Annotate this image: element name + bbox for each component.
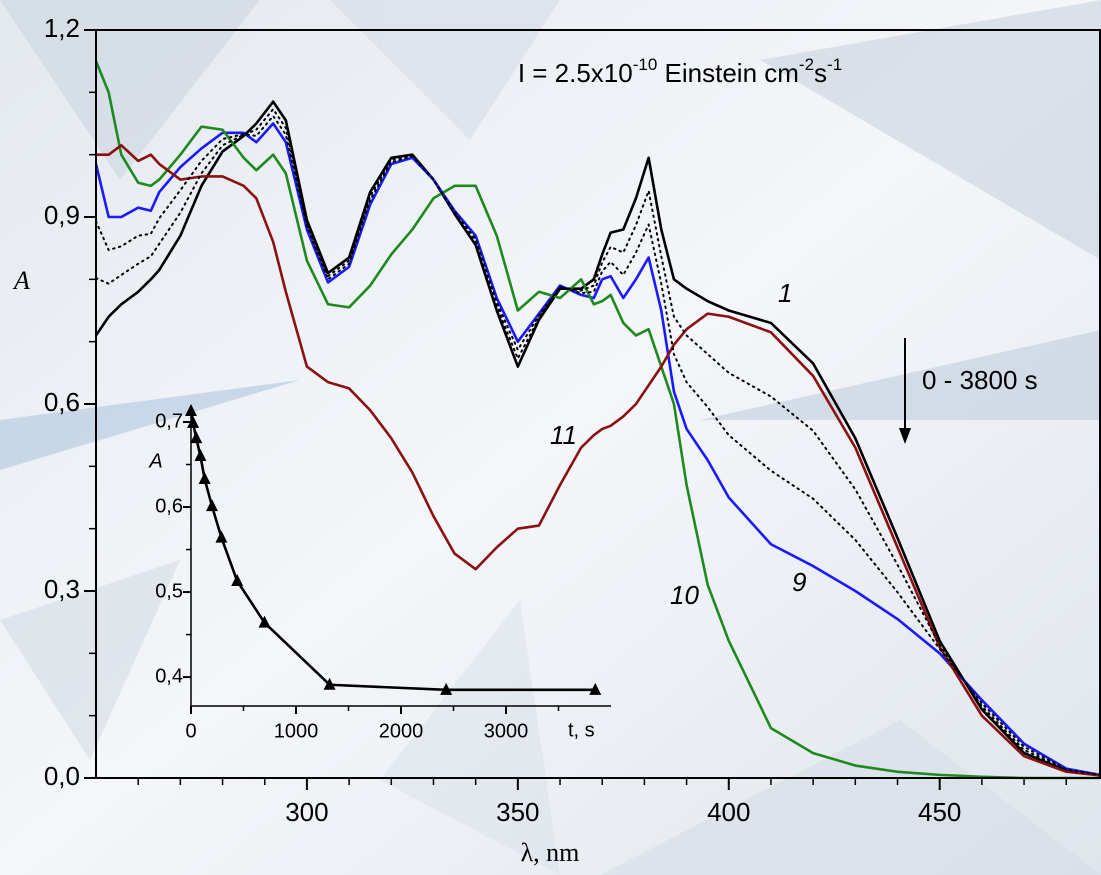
- y-tick-label: 0,6: [155, 495, 183, 517]
- line: [94, 122, 1101, 777]
- curve-label: 10: [670, 580, 699, 610]
- marker: [215, 530, 228, 543]
- x-tick-label: 0: [185, 720, 196, 742]
- y-tick-label: 0,7: [155, 410, 183, 432]
- annotation: I = 2.5x10-10 Einstein cm-2s-1: [518, 55, 842, 88]
- marker: [323, 677, 336, 690]
- y-tick-label: 1,2: [44, 13, 80, 43]
- plot-layer: 300 350 400 450 0,0 0,3 0,6 0,9 1,2 0 1000 2000 3000…: [44, 13, 1101, 827]
- annotation-part: I = 2.5x10: [518, 58, 633, 88]
- marker: [258, 615, 271, 628]
- annotation-part: -1: [827, 55, 842, 74]
- arrow-head: [899, 428, 911, 444]
- line: [94, 100, 1101, 777]
- inset-y-axis-label: A: [148, 450, 162, 472]
- y-tick-label: 0,0: [44, 761, 80, 791]
- marker: [185, 403, 197, 416]
- curve-label: 11: [550, 420, 577, 450]
- marker: [198, 471, 211, 484]
- x-tick-label: 300: [285, 797, 328, 827]
- arrow-label: 0 - 3800 s: [922, 365, 1038, 395]
- x-tick-label: 450: [918, 797, 961, 827]
- line: [94, 60, 1100, 780]
- annotation-part: -10: [633, 55, 658, 74]
- y-tick-label: 0,9: [44, 200, 80, 230]
- x-tick-label: 3000: [484, 720, 529, 742]
- annotation-part: -2: [799, 55, 814, 74]
- y-tick-label: 0,6: [44, 387, 80, 417]
- marker: [231, 574, 244, 587]
- plot-frame: [95, 29, 1101, 779]
- y-tick-label: 0,4: [155, 665, 183, 687]
- x-tick-label: 1000: [274, 720, 319, 742]
- y-axis-label: A: [12, 266, 30, 295]
- annotation-part: s: [814, 58, 827, 88]
- line: [95, 115, 1101, 776]
- curve-label: 1: [778, 278, 792, 308]
- x-axis-label: λ, nm: [521, 838, 580, 867]
- line: [96, 144, 1101, 777]
- x-tick-label: 2000: [379, 720, 424, 742]
- marker: [440, 682, 453, 695]
- x-tick-label: 350: [496, 797, 539, 827]
- marker: [187, 415, 200, 428]
- y-tick-label: 0,3: [44, 574, 80, 604]
- inset-x-axis-label: t, s: [568, 719, 595, 741]
- annotation-part: Einstein cm: [657, 58, 799, 88]
- marker: [589, 682, 602, 695]
- curve-label: 9: [792, 567, 806, 597]
- x-tick-label: 400: [707, 797, 750, 827]
- marker: [190, 431, 203, 444]
- marker: [206, 499, 218, 512]
- y-tick-label: 0,5: [155, 580, 183, 602]
- marker: [194, 449, 207, 462]
